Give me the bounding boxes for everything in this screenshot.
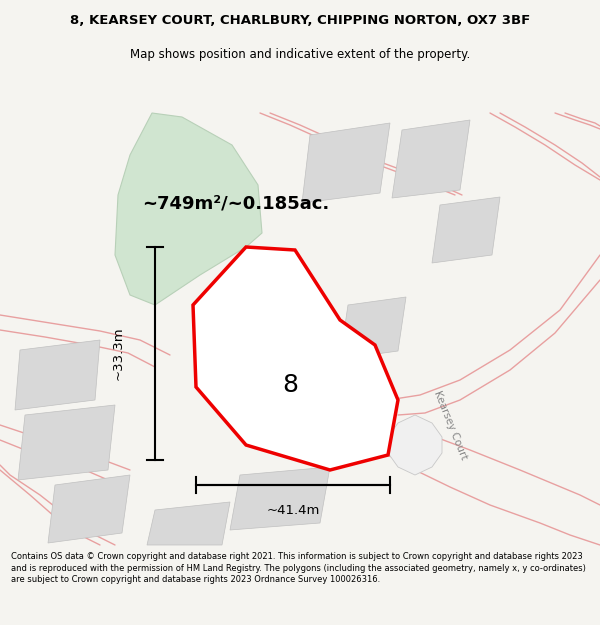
Polygon shape xyxy=(193,247,398,470)
Text: Kearsey Court: Kearsey Court xyxy=(431,389,469,461)
Polygon shape xyxy=(18,405,115,480)
Text: ~749m²/~0.185ac.: ~749m²/~0.185ac. xyxy=(142,194,329,212)
Polygon shape xyxy=(340,297,406,359)
Text: ~33.3m: ~33.3m xyxy=(112,327,125,380)
Text: 8, KEARSEY COURT, CHARLBURY, CHIPPING NORTON, OX7 3BF: 8, KEARSEY COURT, CHARLBURY, CHIPPING NO… xyxy=(70,14,530,28)
Text: ~41.4m: ~41.4m xyxy=(266,504,320,516)
Polygon shape xyxy=(388,415,442,475)
Polygon shape xyxy=(147,502,230,545)
Polygon shape xyxy=(48,475,130,543)
Polygon shape xyxy=(15,340,100,410)
Text: Map shows position and indicative extent of the property.: Map shows position and indicative extent… xyxy=(130,48,470,61)
Polygon shape xyxy=(230,467,330,530)
Polygon shape xyxy=(432,197,500,263)
Text: 8: 8 xyxy=(282,373,298,397)
Polygon shape xyxy=(392,120,470,198)
Text: Contains OS data © Crown copyright and database right 2021. This information is : Contains OS data © Crown copyright and d… xyxy=(11,552,586,584)
Polygon shape xyxy=(115,113,262,305)
Polygon shape xyxy=(302,123,390,203)
